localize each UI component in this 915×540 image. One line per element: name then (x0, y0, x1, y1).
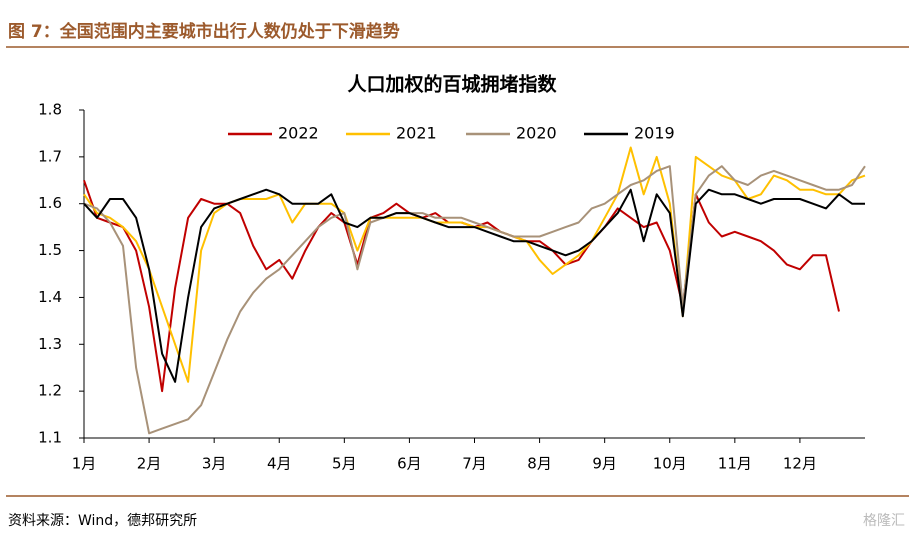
chart-title: 人口加权的百城拥堵指数 (347, 73, 557, 96)
x-tick-label: 3月 (202, 455, 227, 473)
series-line (83, 146, 866, 383)
series-line (83, 188, 865, 383)
x-tick-label: 9月 (592, 455, 617, 473)
x-tick-label: 4月 (267, 455, 292, 473)
y-tick-label: 1.3 (38, 335, 62, 353)
figure-title: 图 7：全国范围内主要城市出行人数仍处于下滑趋势 (8, 21, 400, 42)
x-tick-label: 6月 (397, 455, 422, 473)
y-tick-label: 1.4 (38, 288, 62, 306)
x-tick-label: 7月 (462, 455, 487, 473)
legend-label: 2020 (516, 124, 557, 143)
series-line (83, 165, 866, 435)
x-tick-label: 2月 (137, 455, 162, 473)
x-tick-label: 5月 (332, 455, 357, 473)
legend-label: 2019 (634, 124, 675, 143)
x-tick-label: 11月 (718, 455, 752, 473)
watermark: 格隆汇 (863, 513, 905, 529)
x-tick-label: 12月 (783, 455, 817, 473)
legend-label: 2021 (396, 124, 437, 143)
y-tick-label: 1.6 (38, 194, 62, 212)
y-tick-label: 1.7 (38, 147, 62, 165)
y-tick-label: 1.1 (38, 429, 62, 447)
x-tick-label: 1月 (72, 455, 97, 473)
y-tick-label: 1.2 (38, 382, 62, 400)
x-tick-label: 10月 (653, 455, 687, 473)
y-tick-label: 1.5 (38, 241, 62, 259)
y-tick-label: 1.8 (38, 101, 62, 119)
legend-label: 2022 (278, 124, 319, 143)
source-note: 资料来源：Wind，德邦研究所 (8, 513, 197, 529)
x-tick-label: 8月 (527, 455, 552, 473)
